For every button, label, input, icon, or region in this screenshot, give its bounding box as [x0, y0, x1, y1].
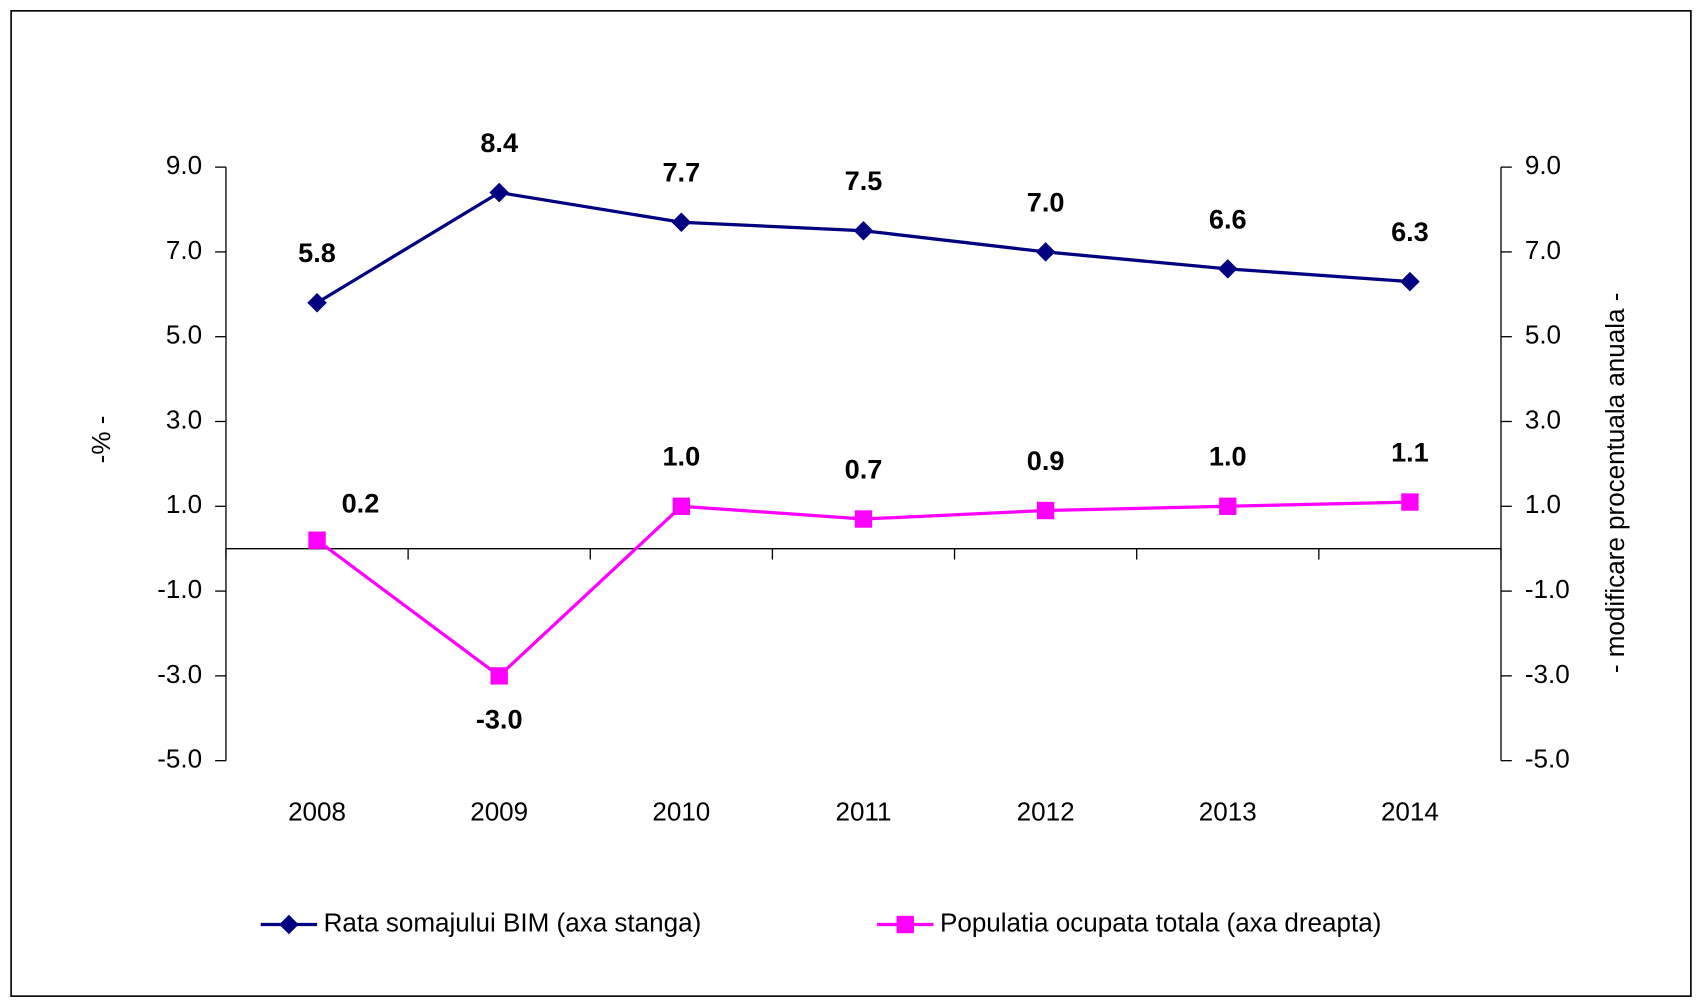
- x-tick-label: 2008: [288, 797, 346, 827]
- y2-tick-label: 3.0: [1525, 404, 1561, 434]
- y-axis-title: -% -: [86, 416, 116, 464]
- legend-marker: [279, 914, 299, 935]
- legend-label: Rata somajului BIM (axa stanga): [324, 907, 702, 937]
- y2-tick-label: -1.0: [1525, 574, 1570, 604]
- y2-axis-title: - modificare procentuala anuala -: [1600, 293, 1630, 674]
- data-label: 7.5: [845, 165, 883, 196]
- data-point: [671, 212, 692, 232]
- x-tick-label: 2013: [1199, 797, 1257, 827]
- data-label: -3.0: [476, 704, 523, 735]
- y-tick-label: 9.0: [166, 150, 202, 180]
- data-label: 1.1: [1391, 436, 1429, 467]
- y-tick-label: -1.0: [157, 574, 202, 604]
- data-label: 0.9: [1027, 445, 1065, 476]
- x-tick-label: 2010: [652, 797, 710, 827]
- y-tick-label: -3.0: [157, 659, 202, 689]
- y2-tick-label: -3.0: [1525, 659, 1570, 689]
- y-tick-label: -5.0: [157, 744, 202, 774]
- legend-marker: [896, 915, 914, 934]
- data-point: [490, 667, 508, 685]
- data-point: [1218, 259, 1238, 279]
- chart-border: [10, 10, 1692, 997]
- data-point: [1036, 501, 1055, 520]
- data-point: [853, 220, 874, 241]
- y-tick-label: 1.0: [166, 489, 202, 519]
- x-tick-label: 2012: [1017, 797, 1075, 827]
- y2-tick-label: 1.0: [1525, 489, 1561, 519]
- data-point: [672, 497, 691, 515]
- y2-tick-label: -5.0: [1525, 744, 1570, 774]
- y2-tick-label: 7.0: [1525, 235, 1561, 265]
- data-label: 6.6: [1209, 203, 1247, 234]
- y2-tick-label: 9.0: [1525, 150, 1561, 180]
- data-label: 5.8: [298, 237, 336, 268]
- data-point: [854, 510, 873, 528]
- data-label: 0.2: [342, 488, 380, 519]
- x-tick-label: 2009: [470, 797, 528, 827]
- y-tick-label: 3.0: [166, 404, 202, 434]
- data-point: [1401, 493, 1419, 511]
- data-label: 1.0: [1209, 441, 1247, 472]
- x-tick-label: 2014: [1381, 797, 1439, 827]
- data-label: 0.7: [845, 453, 883, 484]
- data-label: 6.3: [1391, 216, 1429, 247]
- y-tick-label: 5.0: [166, 320, 202, 350]
- y2-tick-label: 5.0: [1525, 320, 1561, 350]
- data-label: 7.0: [1027, 186, 1065, 217]
- data-point: [489, 182, 509, 203]
- data-point: [308, 531, 326, 549]
- data-label: 8.4: [480, 127, 518, 158]
- x-tick-label: 2011: [835, 797, 891, 827]
- data-label: 1.0: [662, 441, 700, 472]
- y-tick-label: 7.0: [166, 235, 202, 265]
- data-point: [307, 293, 327, 313]
- data-label: 7.7: [662, 157, 700, 188]
- legend-label: Populatia ocupata totala (axa dreapta): [940, 907, 1381, 937]
- data-point: [1219, 497, 1237, 515]
